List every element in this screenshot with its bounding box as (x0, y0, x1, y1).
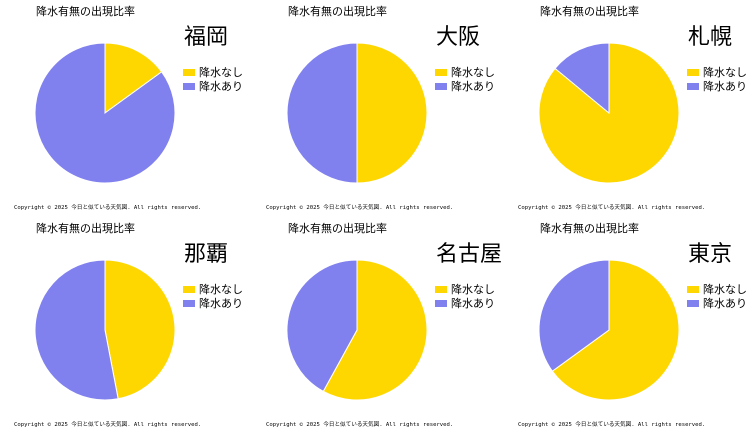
legend-label: 降水なし (703, 66, 747, 79)
copyright-text: Copyright © 2025 今日と似ている天気図. All rights … (518, 422, 706, 428)
legend-label: 降水あり (451, 80, 495, 93)
city-label: 那覇 (184, 242, 229, 267)
legend-item-no-precip: 降水なし (687, 65, 747, 79)
legend-item-no-precip: 降水なし (435, 282, 495, 296)
city-label: 大阪 (436, 25, 481, 50)
chart-panel-tokyo: 降水有無の出現比率 東京 降水なし 降水あり Copyright © 2025 … (504, 217, 756, 434)
chart-panel-naha: 降水有無の出現比率 那覇 降水なし 降水あり Copyright © 2025 … (0, 217, 252, 434)
chart-title: 降水有無の出現比率 (288, 5, 387, 18)
chart-title: 降水有無の出現比率 (36, 222, 135, 235)
copyright-text: Copyright © 2025 今日と似ている天気図. All rights … (266, 205, 454, 211)
legend-swatch (687, 285, 699, 293)
legend-item-no-precip: 降水なし (183, 65, 243, 79)
pie-chart (34, 259, 176, 401)
legend-label: 降水なし (451, 66, 495, 79)
pie-slice-no-precip (356, 42, 428, 184)
copyright-text: Copyright © 2025 今日と似ている天気図. All rights … (14, 422, 202, 428)
legend-item-precip: 降水あり (183, 296, 243, 310)
pie-slice-precip (554, 42, 610, 115)
legend-item-precip: 降水あり (687, 296, 747, 310)
legend-swatch (435, 299, 447, 307)
pie-slice-precip (34, 259, 119, 401)
legend: 降水なし 降水あり (435, 282, 495, 310)
legend-item-precip: 降水あり (435, 296, 495, 310)
chart-title: 降水有無の出現比率 (288, 222, 387, 235)
legend: 降水なし 降水あり (435, 65, 495, 93)
legend-label: 降水あり (703, 80, 747, 93)
legend: 降水なし 降水あり (687, 282, 747, 310)
pie-chart (286, 259, 428, 401)
pie-slice-precip (538, 259, 610, 372)
pie-chart (286, 42, 428, 184)
legend-swatch (435, 68, 447, 76)
city-label: 東京 (688, 242, 733, 267)
pie-slice-precip (286, 42, 358, 184)
legend-label: 降水あり (703, 297, 747, 310)
pie-slice-precip (286, 259, 358, 393)
city-label: 福岡 (184, 25, 229, 50)
legend-swatch (183, 285, 195, 293)
legend-swatch (687, 82, 699, 90)
pie-slice-no-precip (551, 259, 680, 401)
legend-swatch (183, 82, 195, 90)
legend-label: 降水なし (703, 283, 747, 296)
pie-chart (538, 42, 680, 184)
legend-label: 降水あり (199, 80, 243, 93)
legend-item-no-precip: 降水なし (183, 282, 243, 296)
chart-title: 降水有無の出現比率 (540, 222, 639, 235)
chart-panel-nagoya: 降水有無の出現比率 名古屋 降水なし 降水あり Copyright © 2025… (252, 217, 504, 434)
city-label: 名古屋 (436, 242, 503, 267)
pie-slice-no-precip (104, 42, 163, 114)
legend-swatch (687, 299, 699, 307)
legend-swatch (183, 68, 195, 76)
legend-swatch (435, 285, 447, 293)
chart-title: 降水有無の出現比率 (540, 5, 639, 18)
pie-chart (34, 42, 176, 184)
city-label: 札幌 (688, 25, 733, 50)
legend-item-no-precip: 降水なし (435, 65, 495, 79)
legend-label: 降水なし (199, 283, 243, 296)
copyright-text: Copyright © 2025 今日と似ている天気図. All rights … (266, 422, 454, 428)
legend-item-precip: 降水あり (183, 79, 243, 93)
legend: 降水なし 降水あり (183, 282, 243, 310)
copyright-text: Copyright © 2025 今日と似ている天気図. All rights … (518, 205, 706, 211)
legend-item-no-precip: 降水なし (687, 282, 747, 296)
legend-swatch (435, 82, 447, 90)
chart-panel-sapporo: 降水有無の出現比率 札幌 降水なし 降水あり Copyright © 2025 … (504, 0, 756, 217)
chart-title: 降水有無の出現比率 (36, 5, 135, 18)
legend-label: 降水なし (451, 283, 495, 296)
chart-panel-fukuoka: 降水有無の出現比率 福岡 降水なし 降水あり Copyright © 2025 … (0, 0, 252, 217)
legend-item-precip: 降水あり (687, 79, 747, 93)
pie-chart (538, 259, 680, 401)
legend-label: 降水あり (199, 297, 243, 310)
copyright-text: Copyright © 2025 今日と似ている天気図. All rights … (14, 205, 202, 211)
legend-label: 降水あり (451, 297, 495, 310)
legend-item-precip: 降水あり (435, 79, 495, 93)
pie-slice-no-precip (322, 259, 428, 401)
legend: 降水なし 降水あり (687, 65, 747, 93)
legend: 降水なし 降水あり (183, 65, 243, 93)
pie-slice-no-precip (104, 259, 176, 400)
legend-swatch (183, 299, 195, 307)
legend-label: 降水なし (199, 66, 243, 79)
chart-panel-osaka: 降水有無の出現比率 大阪 降水なし 降水あり Copyright © 2025 … (252, 0, 504, 217)
legend-swatch (687, 68, 699, 76)
pie-slice-precip (34, 42, 176, 184)
